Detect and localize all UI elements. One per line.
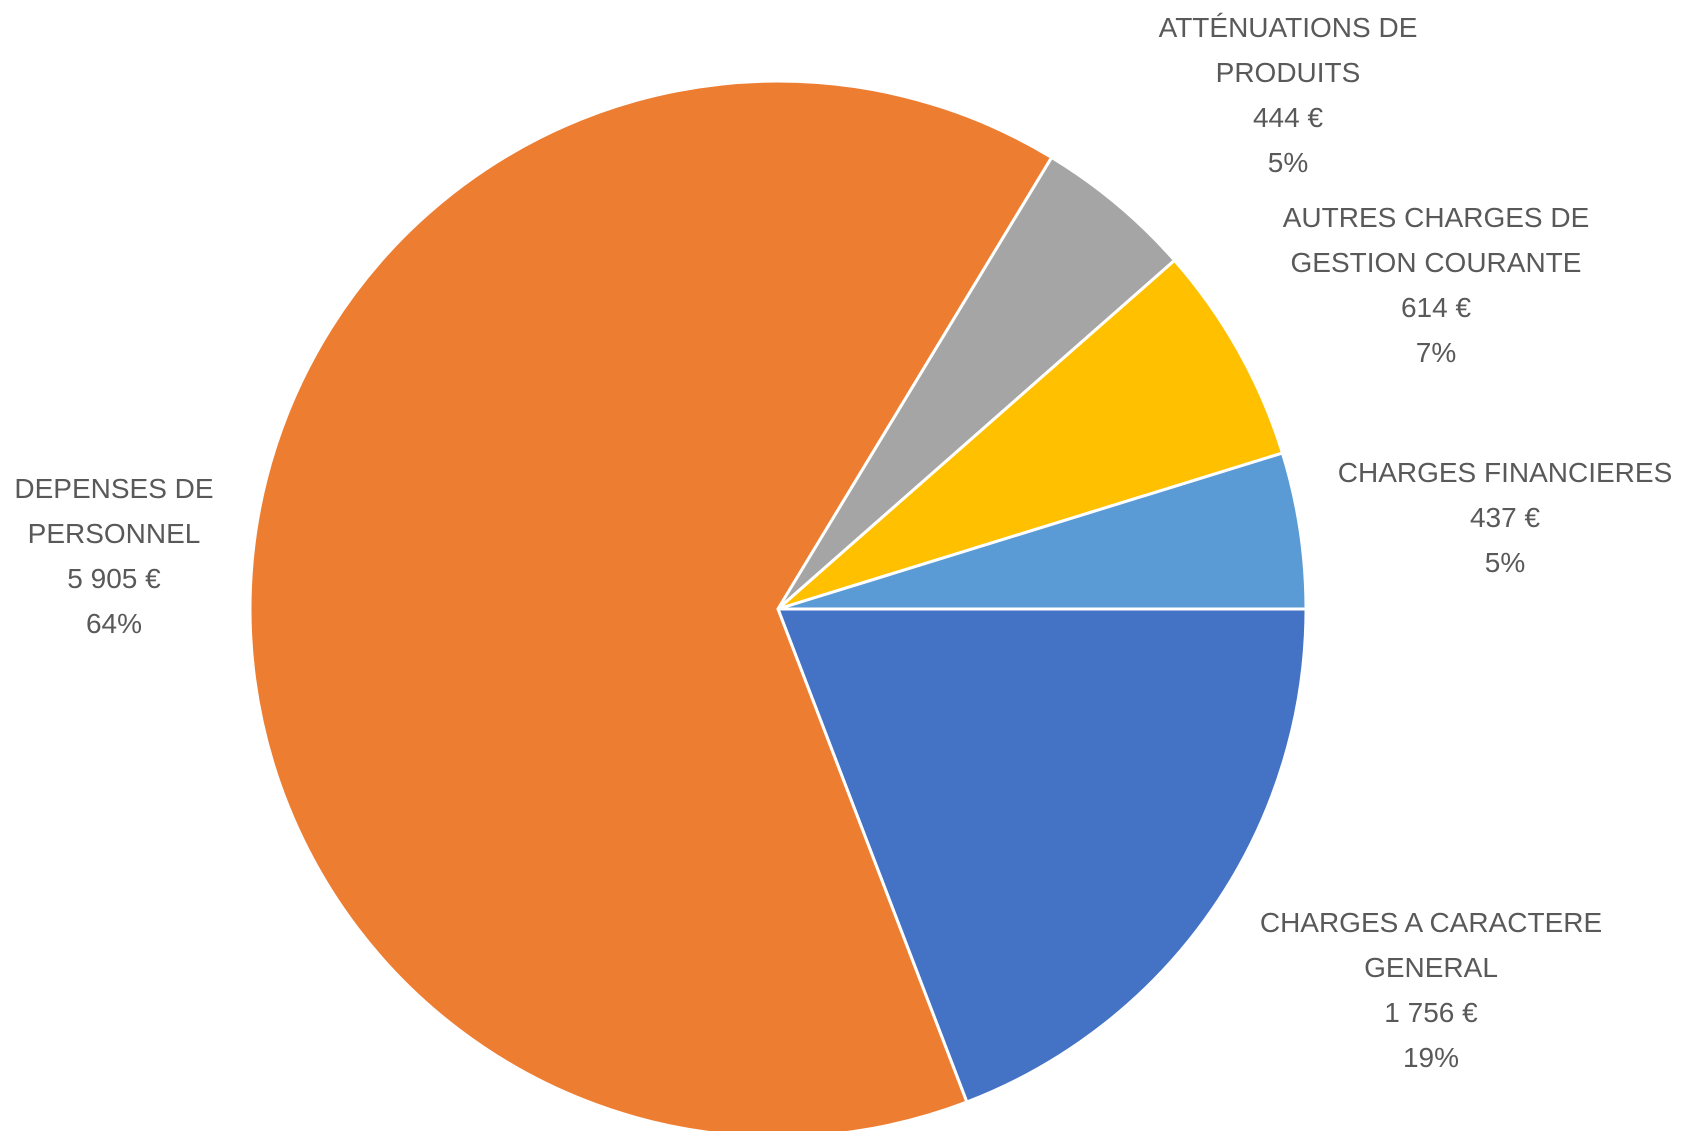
category-name: AUTRES CHARGES DE GESTION COURANTE bbox=[1282, 202, 1590, 278]
category-name: DEPENSES DE PERSONNEL bbox=[14, 473, 214, 549]
data-label: CHARGES A CARACTERE GENERAL 1 756 € 19% bbox=[1241, 900, 1621, 1080]
pie-slice bbox=[248, 79, 1054, 1131]
pie-slice bbox=[776, 451, 1308, 611]
percentage-label: 5% bbox=[1484, 547, 1526, 578]
category-name: CHARGES A CARACTERE GENERAL bbox=[1259, 907, 1603, 983]
percentage-label: 64% bbox=[85, 608, 143, 639]
pie-slice bbox=[776, 607, 1308, 1104]
value-label: 1 756 € bbox=[1384, 997, 1478, 1028]
data-label: AUTRES CHARGES DE GESTION COURANTE 614 € 7… bbox=[1266, 195, 1606, 375]
data-label: DEPENSES DE PERSONNEL 5 905 € 64% bbox=[4, 466, 224, 646]
value-label: 5 905 € bbox=[67, 563, 161, 594]
value-label: 614 € bbox=[1400, 292, 1472, 323]
percentage-label: 19% bbox=[1402, 1042, 1460, 1073]
data-label: ATTÉNUATIONS DE PRODUITS 444 € 5% bbox=[1138, 5, 1438, 185]
pie-slice bbox=[776, 155, 1177, 611]
percentage-label: 7% bbox=[1415, 337, 1457, 368]
data-label: CHARGES FINANCIERES 437 € 5% bbox=[1320, 450, 1690, 585]
value-label: 437 € bbox=[1469, 502, 1541, 533]
category-name: CHARGES FINANCIERES bbox=[1337, 457, 1673, 488]
value-label: 444 € bbox=[1252, 102, 1324, 133]
pie-slice bbox=[776, 258, 1284, 611]
category-name: ATTÉNUATIONS DE PRODUITS bbox=[1158, 12, 1418, 88]
percentage-label: 5% bbox=[1267, 147, 1309, 178]
